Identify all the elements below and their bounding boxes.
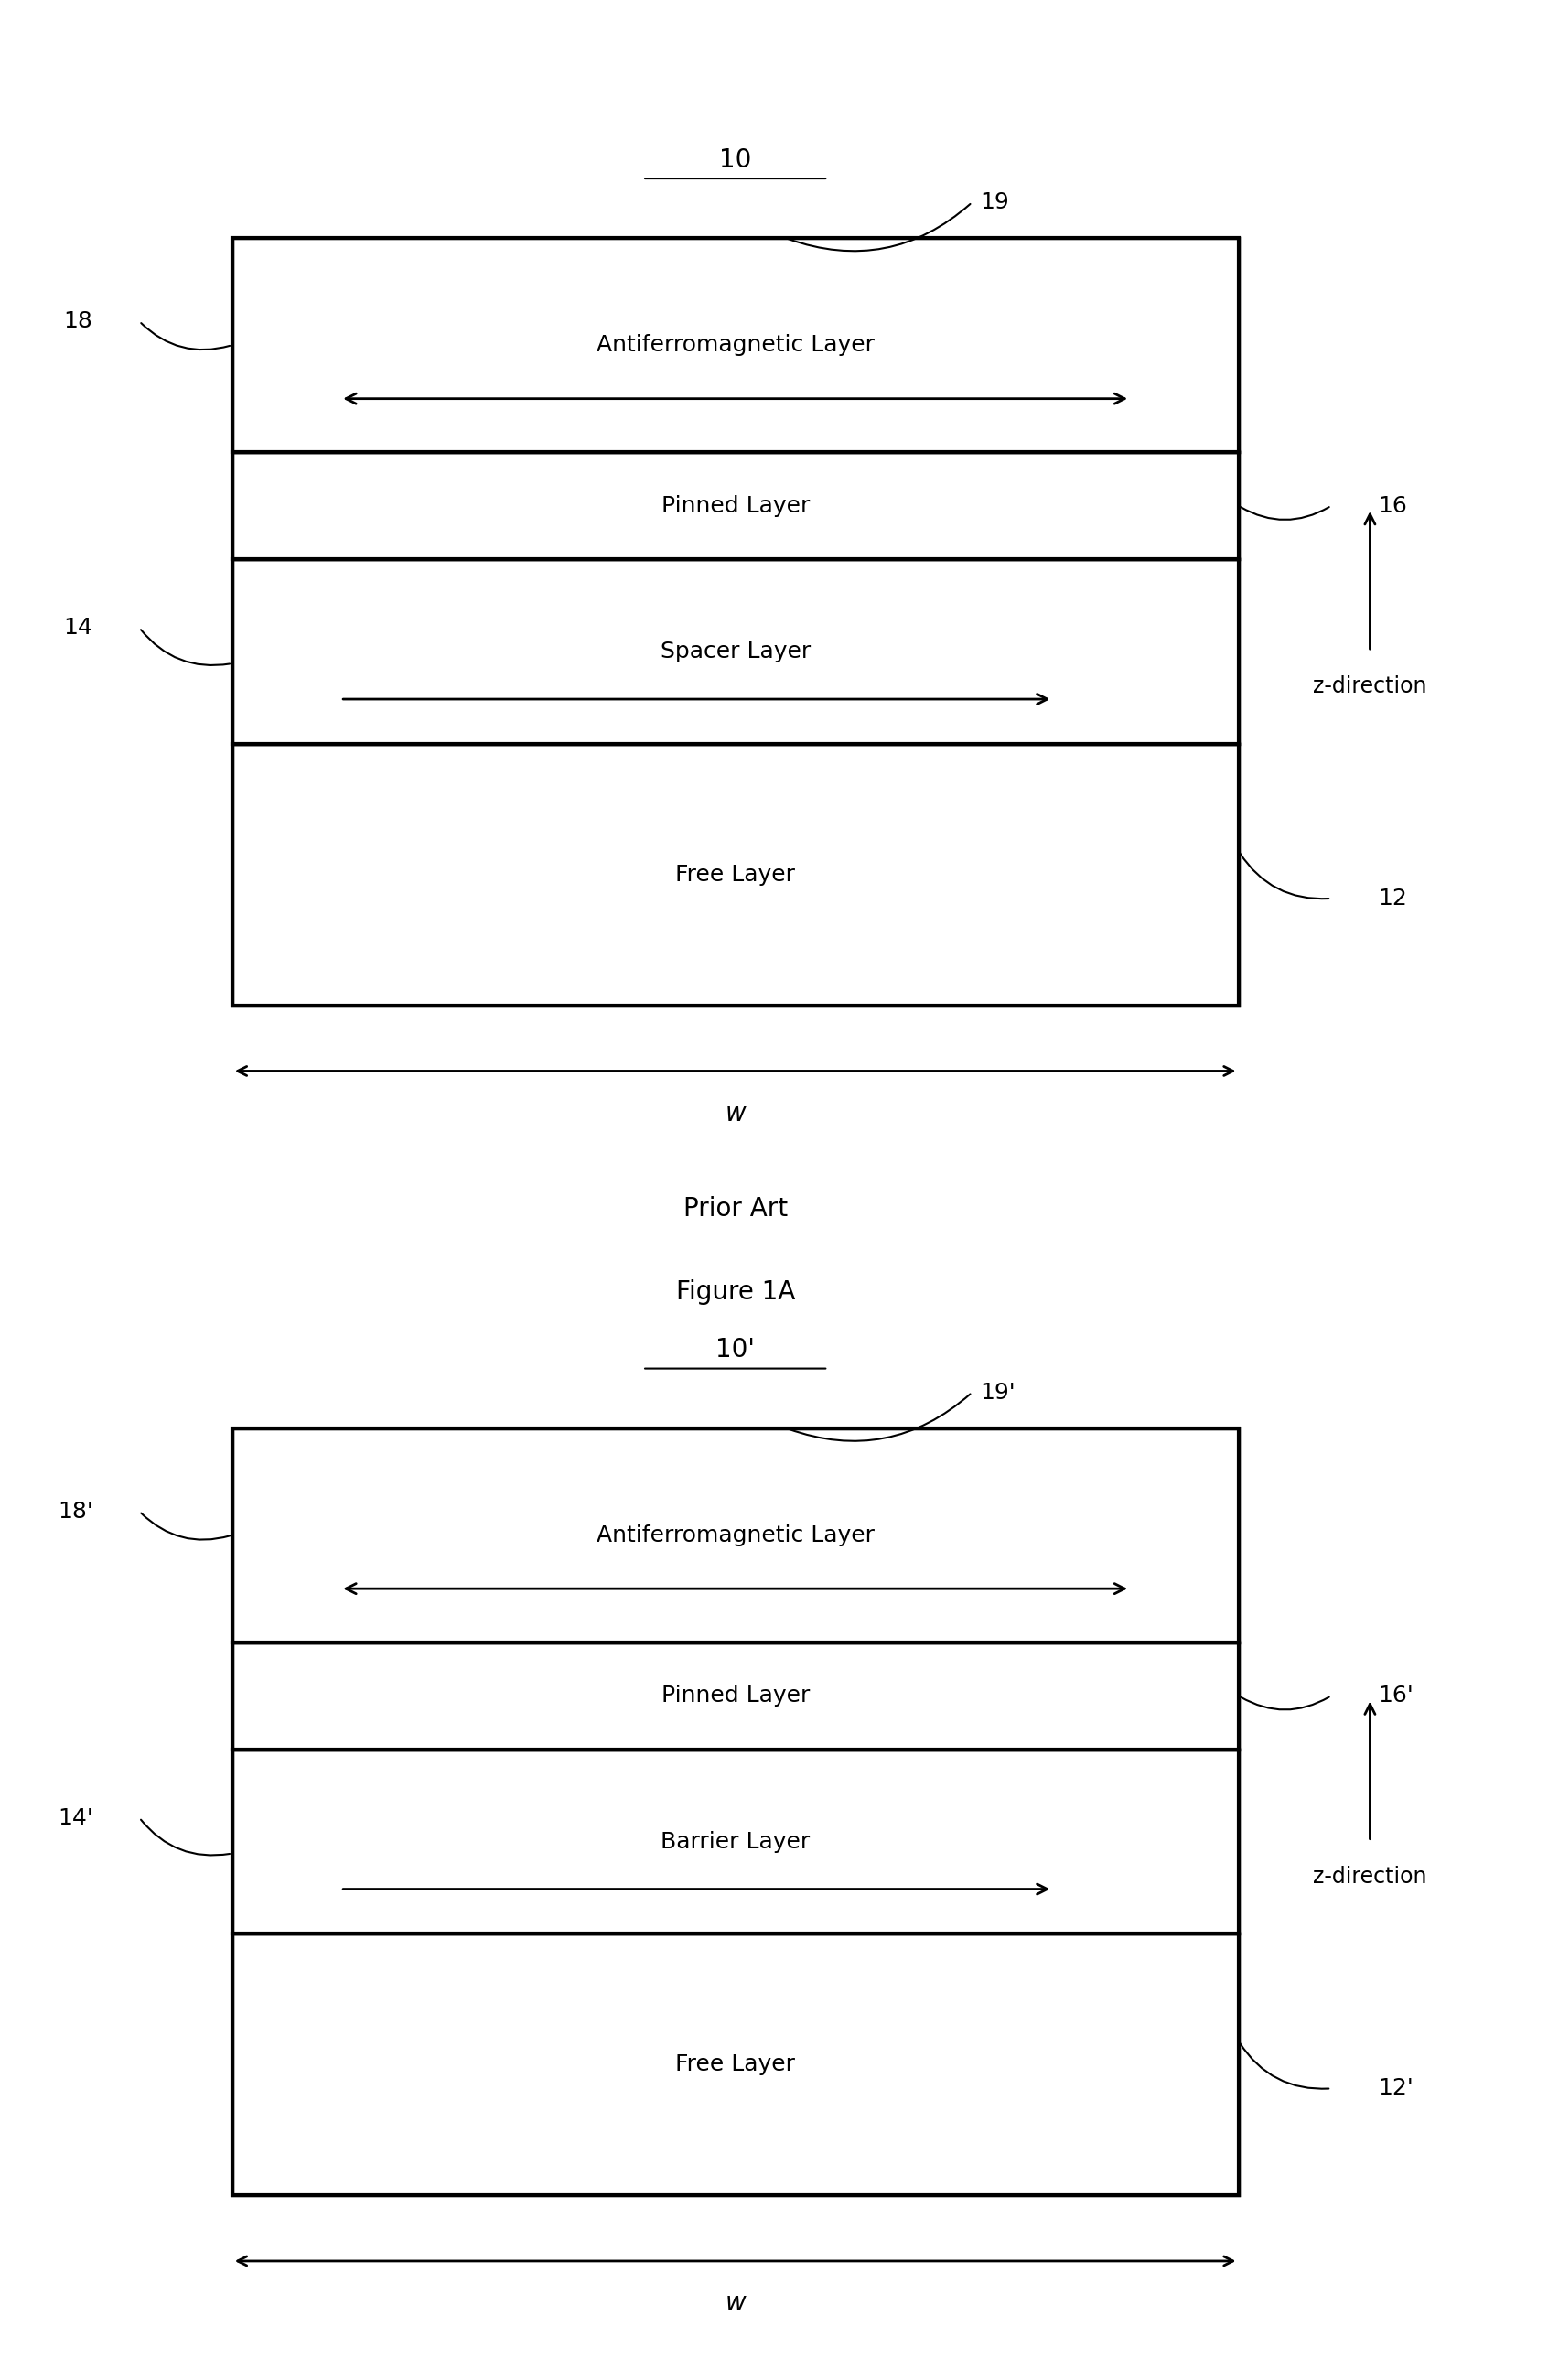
Text: w: w bbox=[724, 2290, 746, 2316]
Text: 16: 16 bbox=[1378, 495, 1407, 516]
Text: 10': 10' bbox=[715, 1338, 755, 1361]
Text: Antiferromagnetic Layer: Antiferromagnetic Layer bbox=[596, 333, 875, 357]
Text: w: w bbox=[724, 1100, 746, 1126]
FancyBboxPatch shape bbox=[232, 238, 1238, 452]
Text: z-direction: z-direction bbox=[1313, 1866, 1427, 1887]
Text: 18: 18 bbox=[63, 309, 93, 333]
Text: Prior Art: Prior Art bbox=[683, 1195, 788, 1221]
FancyBboxPatch shape bbox=[232, 559, 1238, 743]
Text: 14': 14' bbox=[57, 1806, 93, 1828]
Text: 16': 16' bbox=[1378, 1685, 1413, 1706]
Text: 10: 10 bbox=[720, 148, 751, 174]
Text: 19: 19 bbox=[980, 190, 1009, 214]
Text: 18': 18' bbox=[57, 1499, 93, 1523]
FancyBboxPatch shape bbox=[232, 1642, 1238, 1749]
Text: Free Layer: Free Layer bbox=[675, 2054, 796, 2075]
FancyBboxPatch shape bbox=[232, 743, 1238, 1004]
Text: Free Layer: Free Layer bbox=[675, 864, 796, 885]
Text: Figure 1A: Figure 1A bbox=[675, 1280, 796, 1304]
Text: Barrier Layer: Barrier Layer bbox=[661, 1830, 810, 1852]
Text: z-direction: z-direction bbox=[1313, 676, 1427, 697]
FancyBboxPatch shape bbox=[232, 1933, 1238, 2194]
Text: 19': 19' bbox=[980, 1380, 1015, 1404]
FancyBboxPatch shape bbox=[232, 452, 1238, 559]
Text: Pinned Layer: Pinned Layer bbox=[661, 495, 810, 516]
Text: 14: 14 bbox=[63, 616, 93, 638]
Text: Spacer Layer: Spacer Layer bbox=[659, 640, 811, 662]
FancyBboxPatch shape bbox=[232, 1428, 1238, 1642]
Text: 12': 12' bbox=[1378, 2078, 1413, 2099]
FancyBboxPatch shape bbox=[232, 1749, 1238, 1933]
Text: 12: 12 bbox=[1378, 888, 1407, 909]
Text: Antiferromagnetic Layer: Antiferromagnetic Layer bbox=[596, 1523, 875, 1547]
Text: Pinned Layer: Pinned Layer bbox=[661, 1685, 810, 1706]
